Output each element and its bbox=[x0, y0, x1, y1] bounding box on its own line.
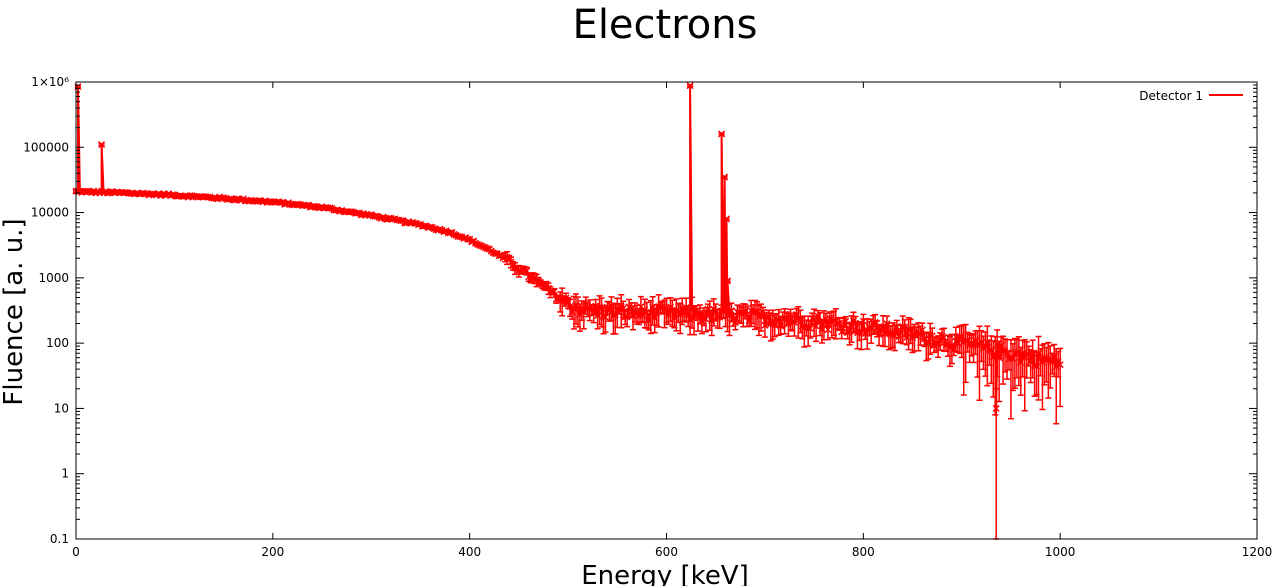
y-tick-label: 1×10⁶ bbox=[31, 75, 69, 89]
y-tick-label: 100 bbox=[46, 336, 69, 350]
data-point bbox=[992, 404, 1000, 412]
legend: Detector 1 bbox=[1139, 89, 1243, 103]
x-axis-label: Energy [keV] bbox=[581, 561, 749, 586]
x-tick-label: 200 bbox=[261, 545, 284, 559]
y-tick-label: 10000 bbox=[31, 206, 69, 220]
x-tick-label: 600 bbox=[655, 545, 678, 559]
y-tick-label: 100000 bbox=[23, 140, 69, 154]
x-tick-label: 1200 bbox=[1242, 545, 1273, 559]
y-tick-label: 0.1 bbox=[50, 532, 69, 546]
plot-data bbox=[72, 82, 1064, 540]
y-tick-label: 1 bbox=[61, 467, 69, 481]
series-line-detector-1 bbox=[75, 85, 1062, 409]
x-tick-label: 800 bbox=[852, 545, 875, 559]
y-tick-label: 10 bbox=[54, 401, 69, 415]
y-axis: 0.1 1 10 100 1000 10000 100000 1×10⁶ bbox=[23, 75, 1257, 546]
x-tick-label: 0 bbox=[72, 545, 80, 559]
y-axis-label: Fluence [a. u.] bbox=[0, 218, 29, 405]
x-axis: 0 200 400 600 800 1000 1200 bbox=[72, 82, 1272, 559]
chart-title: Electrons bbox=[573, 2, 758, 48]
x-tick-label: 400 bbox=[458, 545, 481, 559]
legend-entry-detector-1: Detector 1 bbox=[1139, 89, 1203, 103]
data-point bbox=[718, 130, 726, 138]
x-tick-label: 1000 bbox=[1045, 545, 1076, 559]
y-tick-label: 1000 bbox=[38, 271, 69, 285]
